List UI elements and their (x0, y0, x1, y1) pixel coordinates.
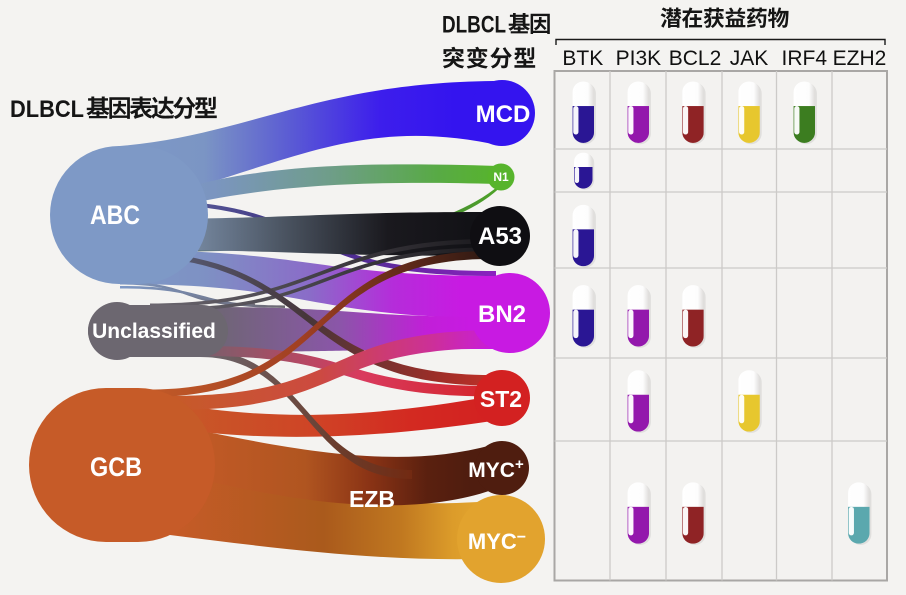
svg-text:IRF4: IRF4 (782, 47, 828, 70)
svg-text:EZH2: EZH2 (833, 47, 887, 70)
svg-text:DLBCL: DLBCL (10, 96, 84, 123)
svg-text:BTK: BTK (562, 47, 603, 70)
svg-text:A53: A53 (478, 223, 522, 250)
svg-text:N1: N1 (493, 170, 509, 184)
svg-text:BN2: BN2 (478, 301, 526, 328)
svg-text:MCD: MCD (476, 101, 531, 128)
svg-text:EZB: EZB (349, 486, 395, 512)
svg-text:BCL2: BCL2 (669, 47, 722, 70)
svg-text:GCB: GCB (90, 452, 142, 482)
svg-text:PI3K: PI3K (616, 47, 662, 70)
svg-text:ST2: ST2 (480, 386, 522, 412)
svg-text:MYC+: MYC+ (468, 456, 524, 482)
svg-text:DLBCL: DLBCL (442, 12, 506, 39)
svg-text:JAK: JAK (730, 47, 769, 70)
svg-text:Unclassified: Unclassified (92, 320, 216, 343)
svg-text:MYC−: MYC− (468, 529, 526, 554)
svg-text:ABC: ABC (90, 200, 140, 230)
